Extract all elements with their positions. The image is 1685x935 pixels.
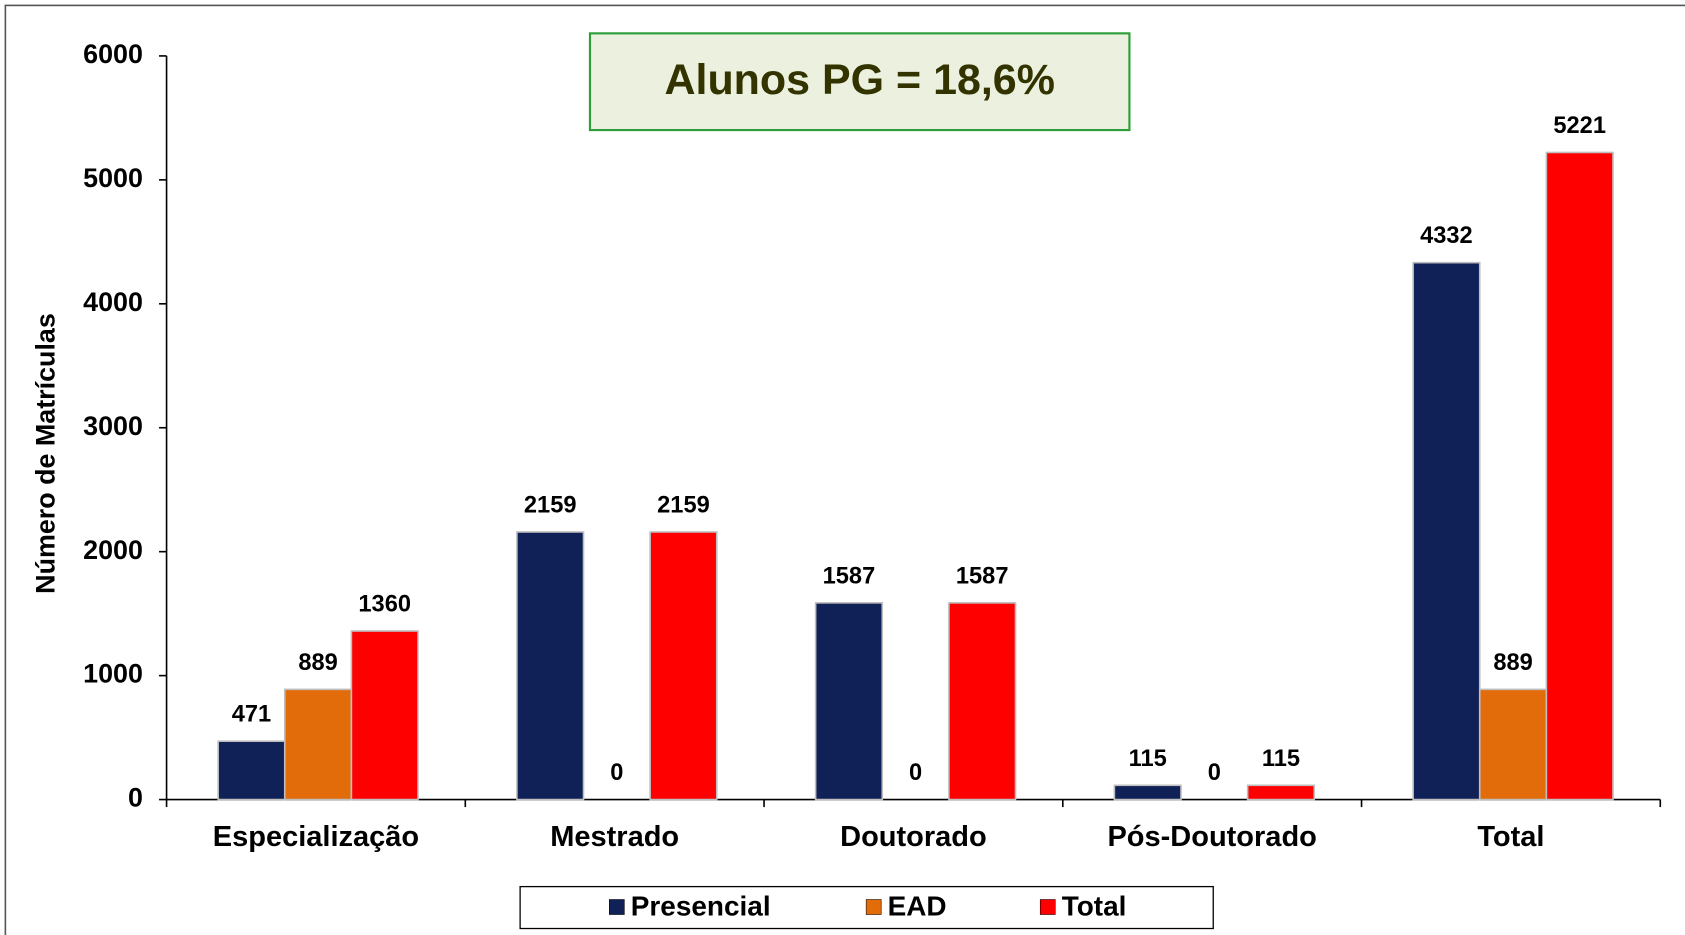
bar bbox=[516, 531, 585, 801]
y-tick-label: 1000 bbox=[83, 659, 143, 689]
data-label: 2159 bbox=[657, 492, 710, 518]
data-label: 0 bbox=[909, 760, 922, 786]
bar bbox=[814, 602, 884, 801]
data-label: 4332 bbox=[1420, 223, 1473, 249]
data-label: 115 bbox=[1262, 746, 1300, 772]
legend-swatch bbox=[609, 899, 625, 915]
data-label: 2159 bbox=[524, 492, 577, 518]
y-axis-label: Número de Matrículas bbox=[30, 313, 60, 594]
bar bbox=[1545, 151, 1614, 801]
data-label: 471 bbox=[232, 702, 271, 728]
data-label: 115 bbox=[1129, 746, 1167, 772]
legend-label: Total bbox=[1062, 890, 1127, 921]
y-tick-label: 2000 bbox=[83, 535, 143, 565]
bar bbox=[1412, 261, 1481, 801]
y-tick-label: 0 bbox=[128, 783, 143, 813]
x-tick-label: Total bbox=[1477, 821, 1544, 853]
y-tick-label: 4000 bbox=[83, 287, 143, 317]
data-label: 5221 bbox=[1553, 113, 1606, 139]
x-tick-label: Doutorado bbox=[840, 821, 987, 853]
legend-swatch bbox=[865, 899, 882, 915]
x-tick-label: Especialização bbox=[213, 821, 419, 853]
bar bbox=[1478, 688, 1548, 801]
data-label: 1360 bbox=[358, 591, 411, 617]
annotation-box bbox=[588, 32, 1131, 132]
data-label: 1587 bbox=[823, 563, 876, 589]
bar bbox=[350, 630, 419, 801]
data-label: 889 bbox=[1493, 650, 1532, 676]
bar bbox=[283, 688, 353, 801]
bar bbox=[948, 602, 1017, 801]
x-tick-label: Mestrado bbox=[550, 821, 679, 853]
bar bbox=[649, 531, 718, 801]
y-tick-label: 6000 bbox=[83, 39, 143, 69]
data-label: 1587 bbox=[956, 563, 1009, 589]
y-tick-label: 3000 bbox=[83, 411, 143, 441]
data-label: 0 bbox=[1208, 760, 1221, 786]
legend-label: EAD bbox=[888, 890, 947, 921]
bar bbox=[1113, 784, 1182, 801]
y-tick-label: 5000 bbox=[83, 163, 143, 193]
bar bbox=[217, 740, 286, 801]
x-tick-label: Pós-Doutorado bbox=[1107, 821, 1316, 853]
annotation: Alunos PG = 18,6% bbox=[664, 56, 1054, 104]
legend-label: Presencial bbox=[631, 890, 771, 921]
legend-swatch bbox=[1039, 899, 1056, 915]
data-label: 889 bbox=[298, 650, 337, 676]
data-label: 0 bbox=[610, 760, 623, 786]
bar bbox=[1246, 784, 1316, 801]
